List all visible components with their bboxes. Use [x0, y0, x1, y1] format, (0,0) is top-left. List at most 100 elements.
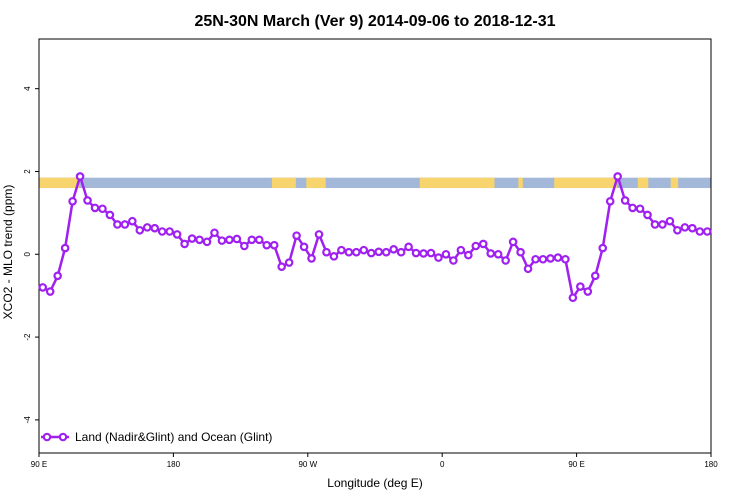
- data-point: [598, 243, 608, 253]
- data-point: [665, 216, 675, 226]
- land-segment: [39, 177, 80, 189]
- data-point: [538, 254, 548, 264]
- data-point: [456, 245, 466, 255]
- data-point: [471, 241, 481, 251]
- land-segment: [554, 177, 617, 189]
- data-point: [284, 258, 294, 267]
- plot-area-border: [38, 38, 712, 454]
- series-group: [38, 172, 712, 303]
- land-segment: [637, 177, 649, 189]
- data-point: [299, 242, 309, 252]
- land-segment: [306, 177, 326, 189]
- y-tick-label: -2: [23, 333, 32, 341]
- data-point: [658, 220, 667, 229]
- data-point: [389, 245, 398, 254]
- data-point: [546, 254, 555, 263]
- data-point: [165, 227, 174, 236]
- legend-marker: [58, 432, 68, 442]
- data-point: [292, 231, 301, 240]
- land-ocean-band: [39, 177, 711, 189]
- data-point: [441, 249, 451, 259]
- data-point: [202, 237, 212, 247]
- data-point: [688, 223, 697, 233]
- x-axis-label: Longitude (deg E): [327, 476, 422, 490]
- data-point: [695, 227, 705, 236]
- data-point: [277, 262, 286, 272]
- chart-title: 25N-30N March (Ver 9) 2014-09-06 to 2018…: [194, 13, 555, 30]
- data-point: [269, 240, 279, 250]
- data-point: [419, 249, 428, 258]
- x-tick-label: 90 W: [298, 460, 317, 469]
- data-point: [411, 248, 421, 258]
- series-line: [42, 172, 708, 302]
- y-tick-label: 4: [23, 86, 32, 91]
- x-tick-label: 90 E: [568, 460, 584, 469]
- data-point: [120, 220, 130, 229]
- data-point: [605, 196, 615, 206]
- data-point: [635, 204, 645, 214]
- data-point: [180, 239, 189, 249]
- data-point: [516, 247, 525, 257]
- data-point: [426, 248, 436, 258]
- data-point: [449, 256, 458, 265]
- data-point: [508, 237, 518, 247]
- data-point: [344, 247, 354, 257]
- data-point: [650, 220, 660, 229]
- land-segment: [670, 177, 679, 189]
- land-segment: [518, 177, 523, 189]
- data-point: [613, 172, 622, 181]
- data-point: [374, 247, 384, 257]
- data-point: [553, 253, 563, 262]
- data-point: [404, 242, 413, 252]
- x-tick-label: 0: [440, 460, 445, 469]
- data-point: [135, 225, 145, 235]
- land-segment: [419, 177, 495, 189]
- x-axis: 90 E 180 90 W 0 90 E 180: [31, 453, 718, 469]
- data-point: [98, 204, 107, 214]
- data-point: [523, 264, 533, 274]
- data-point: [247, 235, 257, 245]
- y-axis-label: XCO2 - MLO trend (ppm): [1, 185, 15, 320]
- data-point: [352, 247, 361, 257]
- data-point: [643, 210, 652, 220]
- legend-label: Land (Nadir&Glint) and Ocean (Glint): [75, 430, 272, 444]
- x-tick-label: 90 E: [31, 460, 47, 469]
- y-tick-label: 2: [23, 169, 32, 174]
- land-segment: [271, 177, 296, 189]
- data-point: [307, 254, 316, 263]
- data-point: [590, 271, 600, 281]
- data-point: [172, 230, 182, 239]
- data-point: [381, 247, 391, 257]
- data-point: [38, 283, 48, 292]
- y-tick-label: -4: [23, 416, 32, 424]
- data-point: [486, 249, 496, 258]
- data-point: [628, 203, 637, 213]
- data-point: [583, 287, 593, 296]
- data-point: [702, 227, 712, 236]
- data-point: [359, 245, 369, 255]
- data-point: [561, 254, 570, 264]
- data-point: [83, 196, 92, 205]
- data-point: [113, 220, 122, 229]
- data-point: [434, 253, 443, 262]
- data-point: [620, 196, 630, 205]
- data-point: [337, 245, 346, 255]
- data-point: [105, 210, 115, 220]
- data-point: [45, 287, 55, 296]
- data-point: [225, 235, 234, 245]
- data-point: [396, 247, 406, 257]
- data-point: [322, 247, 331, 257]
- data-point: [240, 241, 249, 251]
- data-point: [150, 223, 160, 233]
- data-point: [673, 225, 682, 235]
- data-point: [501, 256, 510, 265]
- data-point: [217, 236, 227, 245]
- data-point: [232, 234, 242, 244]
- data-point: [254, 235, 264, 245]
- data-point: [75, 172, 85, 181]
- data-point: [60, 243, 70, 253]
- data-point: [68, 196, 77, 206]
- y-tick-label: 0: [23, 252, 32, 257]
- data-point: [366, 248, 376, 258]
